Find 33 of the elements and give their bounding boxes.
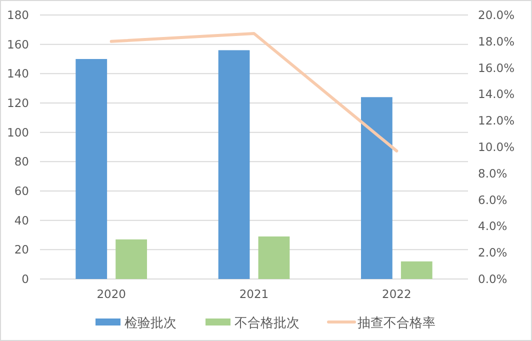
y-tick-label: 100 bbox=[7, 125, 29, 140]
y2-tick-label: 8.0% bbox=[478, 166, 508, 180]
y-tick-label: 80 bbox=[14, 154, 29, 169]
y2-tick-label: 0.0% bbox=[478, 272, 508, 286]
bar bbox=[76, 59, 108, 279]
y-tick-label: 120 bbox=[7, 96, 29, 110]
bar bbox=[400, 261, 432, 279]
bar bbox=[258, 236, 290, 279]
y2-tick-label: 2.0% bbox=[478, 246, 508, 260]
y2-tick-label: 14.0% bbox=[478, 87, 515, 102]
y-tick-label: 60 bbox=[14, 184, 29, 198]
y-tick-label: 20 bbox=[14, 242, 29, 257]
y2-tick-label: 20.0% bbox=[478, 8, 515, 22]
y2-tick-label: 6.0% bbox=[478, 192, 508, 207]
legend-label: 不合格批次 bbox=[234, 316, 300, 331]
y-tick-label: 180 bbox=[7, 8, 29, 22]
y2-tick-label: 12.0% bbox=[478, 114, 515, 128]
y2-tick-label: 4.0% bbox=[478, 219, 508, 234]
y-tick-label: 160 bbox=[7, 37, 29, 52]
y2-tick-label: 10.0% bbox=[478, 140, 515, 154]
legend-label: 抽查不合格率 bbox=[358, 315, 436, 331]
x-tick-label: 2020 bbox=[96, 287, 126, 301]
legend-label: 检验批次 bbox=[124, 316, 176, 331]
x-tick-label: 2021 bbox=[239, 287, 269, 301]
y2-tick-label: 16.0% bbox=[478, 60, 515, 75]
y-tick-label: 140 bbox=[7, 66, 29, 81]
y-tick-label: 0 bbox=[22, 272, 29, 286]
y-tick-label: 40 bbox=[14, 213, 29, 228]
x-tick-label: 2022 bbox=[382, 287, 412, 301]
bar bbox=[116, 239, 147, 279]
bar bbox=[361, 97, 392, 279]
bar bbox=[218, 50, 250, 279]
y2-tick-label: 18.0% bbox=[478, 34, 515, 48]
